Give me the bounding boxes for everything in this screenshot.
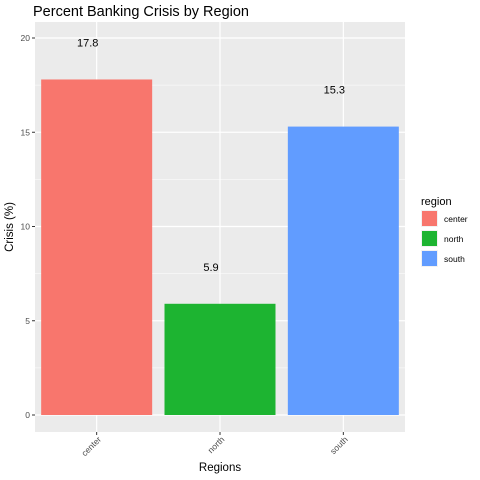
y-tick-label: 20 (21, 33, 31, 43)
legend: region center north south (421, 196, 468, 267)
data-labels: 17.8 5.9 15.3 (77, 37, 345, 273)
legend-swatch-north (422, 231, 437, 246)
legend-title: region (421, 196, 452, 208)
bar-south (287, 126, 399, 415)
x-axis: center north south (79, 432, 350, 458)
y-tick-label: 10 (21, 222, 31, 232)
legend-label-south: south (444, 254, 465, 264)
chart-title: Percent Banking Crisis by Region (33, 4, 249, 20)
bars (41, 79, 399, 415)
y-tick-label: 0 (25, 410, 30, 420)
legend-swatch-center (422, 211, 437, 226)
bar-center (41, 79, 153, 415)
x-tick-label-north: north (206, 434, 227, 455)
legend-swatch-south (422, 251, 437, 266)
x-tick-label-south: south (328, 434, 350, 456)
legend-label-north: north (444, 234, 464, 244)
data-label-north: 5.9 (203, 262, 218, 274)
y-tick-label: 5 (25, 316, 30, 326)
bar-north (164, 303, 276, 415)
y-axis-title: Crisis (%) (4, 202, 16, 252)
x-axis-title: Regions (199, 462, 241, 474)
y-axis: 0 5 10 15 20 (21, 33, 35, 420)
data-label-south: 15.3 (324, 85, 345, 97)
data-label-center: 17.8 (77, 37, 98, 49)
legend-items: center north south (421, 210, 468, 267)
x-tick-label-center: center (79, 434, 103, 458)
legend-label-center: center (444, 214, 468, 224)
y-tick-label: 15 (21, 127, 31, 137)
